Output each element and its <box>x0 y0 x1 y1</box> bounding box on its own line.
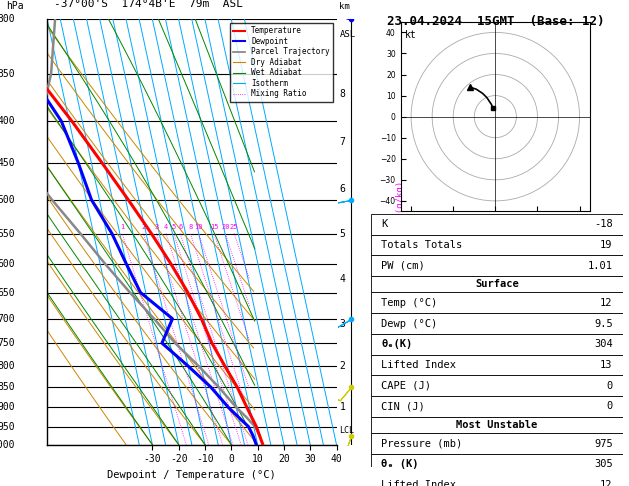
Text: Mixing Ratio (g/kg): Mixing Ratio (g/kg) <box>396 181 404 283</box>
Text: 1000: 1000 <box>0 440 15 450</box>
Text: Temp (°C): Temp (°C) <box>381 298 437 308</box>
Text: Totals Totals: Totals Totals <box>381 240 462 250</box>
Bar <box>371 375 623 396</box>
Text: 20: 20 <box>221 224 230 230</box>
Text: 975: 975 <box>594 438 613 449</box>
Text: 4: 4 <box>340 274 345 284</box>
Text: 304: 304 <box>594 339 613 349</box>
Text: 10: 10 <box>194 224 203 230</box>
Text: Most Unstable: Most Unstable <box>456 420 538 430</box>
Text: 2: 2 <box>340 361 345 371</box>
Text: 19: 19 <box>600 240 613 250</box>
Text: 12: 12 <box>600 480 613 486</box>
Bar <box>371 475 623 486</box>
Bar <box>371 454 623 475</box>
Text: 300: 300 <box>0 15 15 24</box>
Text: 5: 5 <box>340 228 345 239</box>
Text: hPa: hPa <box>6 1 24 11</box>
Text: 0: 0 <box>606 381 613 391</box>
Text: 550: 550 <box>0 228 15 239</box>
Text: K: K <box>381 219 387 229</box>
Bar <box>371 293 623 313</box>
Text: 1: 1 <box>120 224 125 230</box>
Text: -37°00'S  174°4B'E  79m  ASL: -37°00'S 174°4B'E 79m ASL <box>54 0 243 9</box>
Text: 25: 25 <box>230 224 238 230</box>
Text: Pressure (mb): Pressure (mb) <box>381 438 462 449</box>
Bar <box>371 276 623 293</box>
Text: 350: 350 <box>0 69 15 79</box>
Text: 12: 12 <box>600 298 613 308</box>
Text: 500: 500 <box>0 195 15 205</box>
Text: 23.04.2024  15GMT  (Base: 12): 23.04.2024 15GMT (Base: 12) <box>387 15 604 28</box>
Text: 8: 8 <box>340 88 345 99</box>
Bar <box>371 313 623 334</box>
Text: 4: 4 <box>164 224 169 230</box>
Legend: Temperature, Dewpoint, Parcel Trajectory, Dry Adiabat, Wet Adiabat, Isotherm, Mi: Temperature, Dewpoint, Parcel Trajectory… <box>230 23 333 102</box>
Text: 7: 7 <box>340 138 345 147</box>
Text: Dewp (°C): Dewp (°C) <box>381 318 437 329</box>
Bar <box>371 433 623 454</box>
Text: 1: 1 <box>340 402 345 413</box>
Text: 900: 900 <box>0 402 15 413</box>
Text: 305: 305 <box>594 459 613 469</box>
Text: θₑ (K): θₑ (K) <box>381 459 419 469</box>
Bar <box>371 417 623 433</box>
Text: 700: 700 <box>0 313 15 324</box>
Text: 6: 6 <box>340 184 345 194</box>
Text: Surface: Surface <box>475 279 519 289</box>
Text: 950: 950 <box>0 421 15 432</box>
Text: 15: 15 <box>209 224 218 230</box>
Text: 2: 2 <box>142 224 145 230</box>
Text: 3: 3 <box>340 319 345 329</box>
Text: 1.01: 1.01 <box>587 260 613 271</box>
Text: Lifted Index: Lifted Index <box>381 480 456 486</box>
Text: Lifted Index: Lifted Index <box>381 360 456 370</box>
Text: kt: kt <box>405 30 416 40</box>
Text: 9.5: 9.5 <box>594 318 613 329</box>
Text: 13: 13 <box>600 360 613 370</box>
Bar <box>371 235 623 255</box>
Text: PW (cm): PW (cm) <box>381 260 425 271</box>
Text: 650: 650 <box>0 288 15 297</box>
Text: 800: 800 <box>0 361 15 371</box>
X-axis label: Dewpoint / Temperature (°C): Dewpoint / Temperature (°C) <box>108 470 276 480</box>
Text: 600: 600 <box>0 259 15 269</box>
Bar <box>371 255 623 276</box>
Bar <box>371 214 623 235</box>
Text: -18: -18 <box>594 219 613 229</box>
Text: 3: 3 <box>154 224 159 230</box>
Text: 850: 850 <box>0 382 15 392</box>
Bar <box>371 396 623 417</box>
Text: ASL: ASL <box>340 30 355 39</box>
Text: 450: 450 <box>0 157 15 168</box>
Text: θₑ(K): θₑ(K) <box>381 339 413 349</box>
Text: 400: 400 <box>0 116 15 126</box>
Text: LCL: LCL <box>340 426 354 435</box>
Text: 0: 0 <box>606 401 613 412</box>
Text: CAPE (J): CAPE (J) <box>381 381 431 391</box>
Bar <box>371 334 623 355</box>
Text: 6: 6 <box>178 224 182 230</box>
Text: 750: 750 <box>0 338 15 348</box>
Text: km: km <box>340 2 350 11</box>
Bar <box>371 355 623 375</box>
Text: 5: 5 <box>172 224 176 230</box>
Text: CIN (J): CIN (J) <box>381 401 425 412</box>
Text: 8: 8 <box>188 224 192 230</box>
